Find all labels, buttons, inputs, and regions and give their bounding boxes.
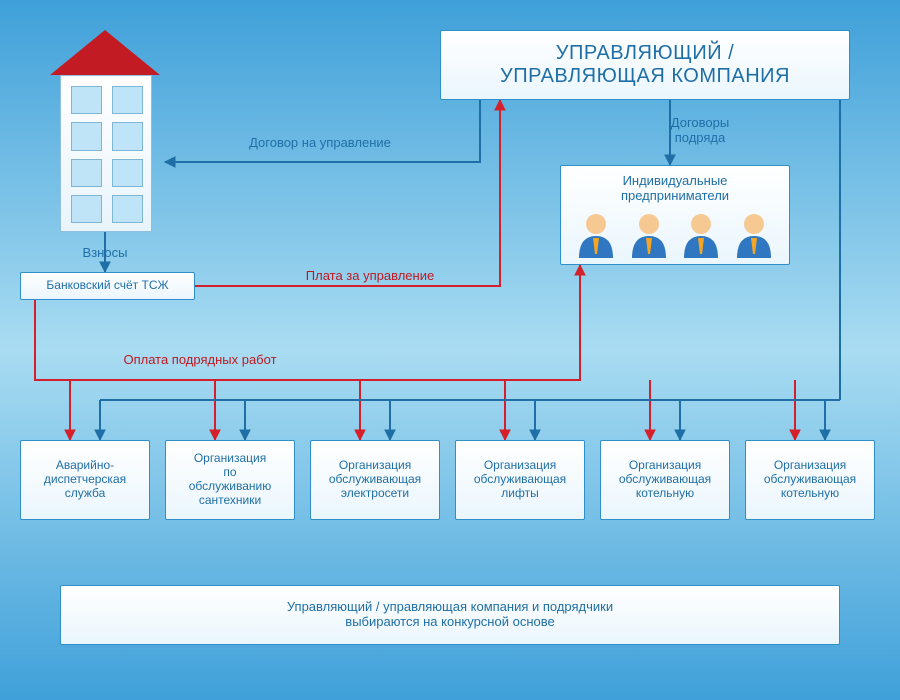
diagram-stage: УПРАВЛЯЮЩИЙ /УПРАВЛЯЮЩАЯ КОМПАНИЯ Индиви… [0,0,900,700]
label-contract-work-text: Договорыподряда [671,115,729,145]
node-bank-text: Банковский счёт ТСЖ [46,279,168,293]
node-bottom-5-text: Организацияобслуживающаякотельную [619,459,711,500]
node-bottom-1: Аварийно-диспетчерскаяслужба [20,440,150,520]
node-bottom-2-text: Организацияпообслуживаниюсантехники [189,452,272,507]
label-vznosy: Взносы [70,245,140,260]
people-icons [570,210,780,258]
node-bottom-5: Организацияобслуживающаякотельную [600,440,730,520]
node-bottom-1-text: Аварийно-диспетчерскаяслужба [44,459,126,500]
node-bottom-4: Организацияобслуживающаялифты [455,440,585,520]
label-plata-text: Плата за управление [306,268,434,283]
node-bottom-6: Организацияобслуживающаякотельную [745,440,875,520]
node-bank-account: Банковский счёт ТСЖ [20,272,195,300]
node-bottom-3-text: Организацияобслуживающаяэлектросети [329,459,421,500]
label-oplata-text: Оплата подрядных работ [123,352,276,367]
node-footnote-text: Управляющий / управляющая компания и под… [287,600,613,630]
node-manager: УПРАВЛЯЮЩИЙ /УПРАВЛЯЮЩАЯ КОМПАНИЯ [440,30,850,100]
label-contract-manage: Договор на управление [210,135,430,150]
node-bottom-3: Организацияобслуживающаяэлектросети [310,440,440,520]
node-manager-text: УПРАВЛЯЮЩИЙ /УПРАВЛЯЮЩАЯ КОМПАНИЯ [500,42,790,88]
building-icon [50,30,160,230]
node-entrepreneurs-text: Индивидуальныепредприниматели [621,174,729,204]
label-plata: Плата за управление [270,268,470,283]
label-contract-manage-text: Договор на управление [249,135,391,150]
label-contract-work: Договорыподряда [640,115,760,145]
label-oplata: Оплата подрядных работ [90,352,310,367]
label-vznosy-text: Взносы [83,245,128,260]
node-bottom-2: Организацияпообслуживаниюсантехники [165,440,295,520]
node-bottom-4-text: Организацияобслуживающаялифты [474,459,566,500]
node-footnote: Управляющий / управляющая компания и под… [60,585,840,645]
node-bottom-6-text: Организацияобслуживающаякотельную [764,459,856,500]
